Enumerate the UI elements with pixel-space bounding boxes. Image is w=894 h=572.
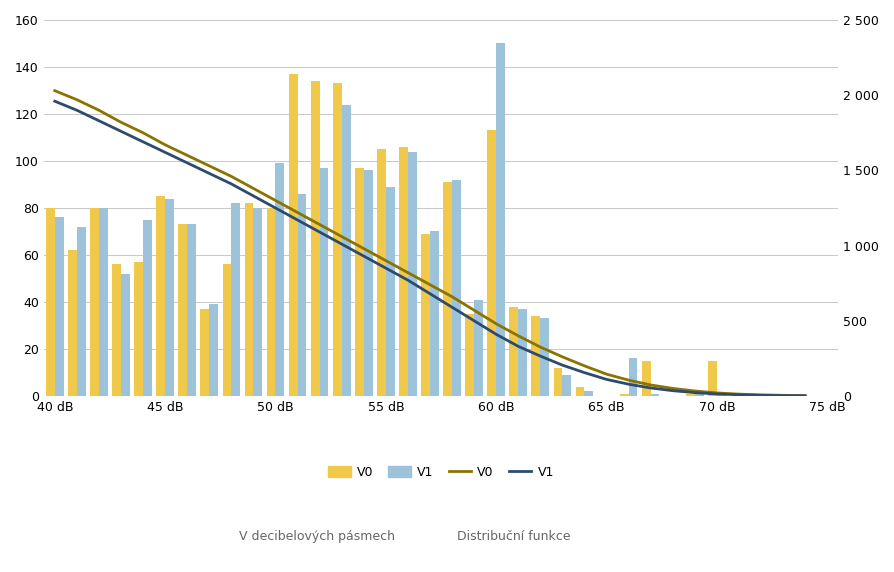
Bar — [628, 358, 637, 396]
Bar — [496, 43, 505, 396]
Bar — [209, 304, 218, 396]
Bar — [465, 313, 474, 396]
Legend: V0, V1, V0, V1: V0, V1, V0, V1 — [323, 460, 559, 484]
Bar — [179, 224, 187, 396]
Bar — [355, 168, 364, 396]
Bar — [200, 309, 209, 396]
Bar — [452, 180, 461, 396]
Bar — [333, 84, 342, 396]
Text: V decibelových pásmech: V decibelových pásmech — [240, 530, 395, 543]
Bar — [77, 227, 86, 396]
Bar — [156, 196, 165, 396]
Bar — [408, 152, 417, 396]
Bar — [386, 187, 394, 396]
Bar — [112, 264, 121, 396]
Bar — [68, 251, 77, 396]
Bar — [121, 274, 130, 396]
Bar — [134, 262, 143, 396]
Bar — [266, 208, 275, 396]
Bar — [165, 198, 174, 396]
Text: Distribuční funkce: Distribuční funkce — [458, 530, 570, 543]
Bar — [55, 217, 63, 396]
Bar — [90, 208, 99, 396]
Bar — [585, 391, 594, 396]
Bar — [99, 208, 108, 396]
Bar — [708, 361, 717, 396]
Bar — [695, 391, 704, 396]
Bar — [245, 203, 253, 396]
Bar — [223, 264, 232, 396]
Bar — [342, 105, 350, 396]
Bar — [487, 130, 496, 396]
Bar — [686, 394, 695, 396]
Bar — [399, 147, 408, 396]
Bar — [320, 168, 328, 396]
Bar — [562, 375, 571, 396]
Bar — [430, 232, 439, 396]
Bar — [510, 307, 519, 396]
Bar — [275, 164, 284, 396]
Bar — [443, 182, 452, 396]
Bar — [540, 319, 549, 396]
Bar — [46, 208, 55, 396]
Bar — [298, 194, 307, 396]
Bar — [253, 208, 262, 396]
Bar — [642, 361, 651, 396]
Bar — [532, 316, 540, 396]
Bar — [474, 300, 483, 396]
Bar — [187, 224, 196, 396]
Bar — [311, 81, 320, 396]
Bar — [364, 170, 373, 396]
Bar — [651, 394, 660, 396]
Bar — [377, 149, 386, 396]
Bar — [289, 74, 298, 396]
Bar — [143, 220, 152, 396]
Bar — [553, 368, 562, 396]
Bar — [576, 387, 585, 396]
Bar — [717, 394, 726, 396]
Bar — [519, 309, 527, 396]
Bar — [232, 203, 240, 396]
Bar — [421, 234, 430, 396]
Bar — [620, 394, 628, 396]
